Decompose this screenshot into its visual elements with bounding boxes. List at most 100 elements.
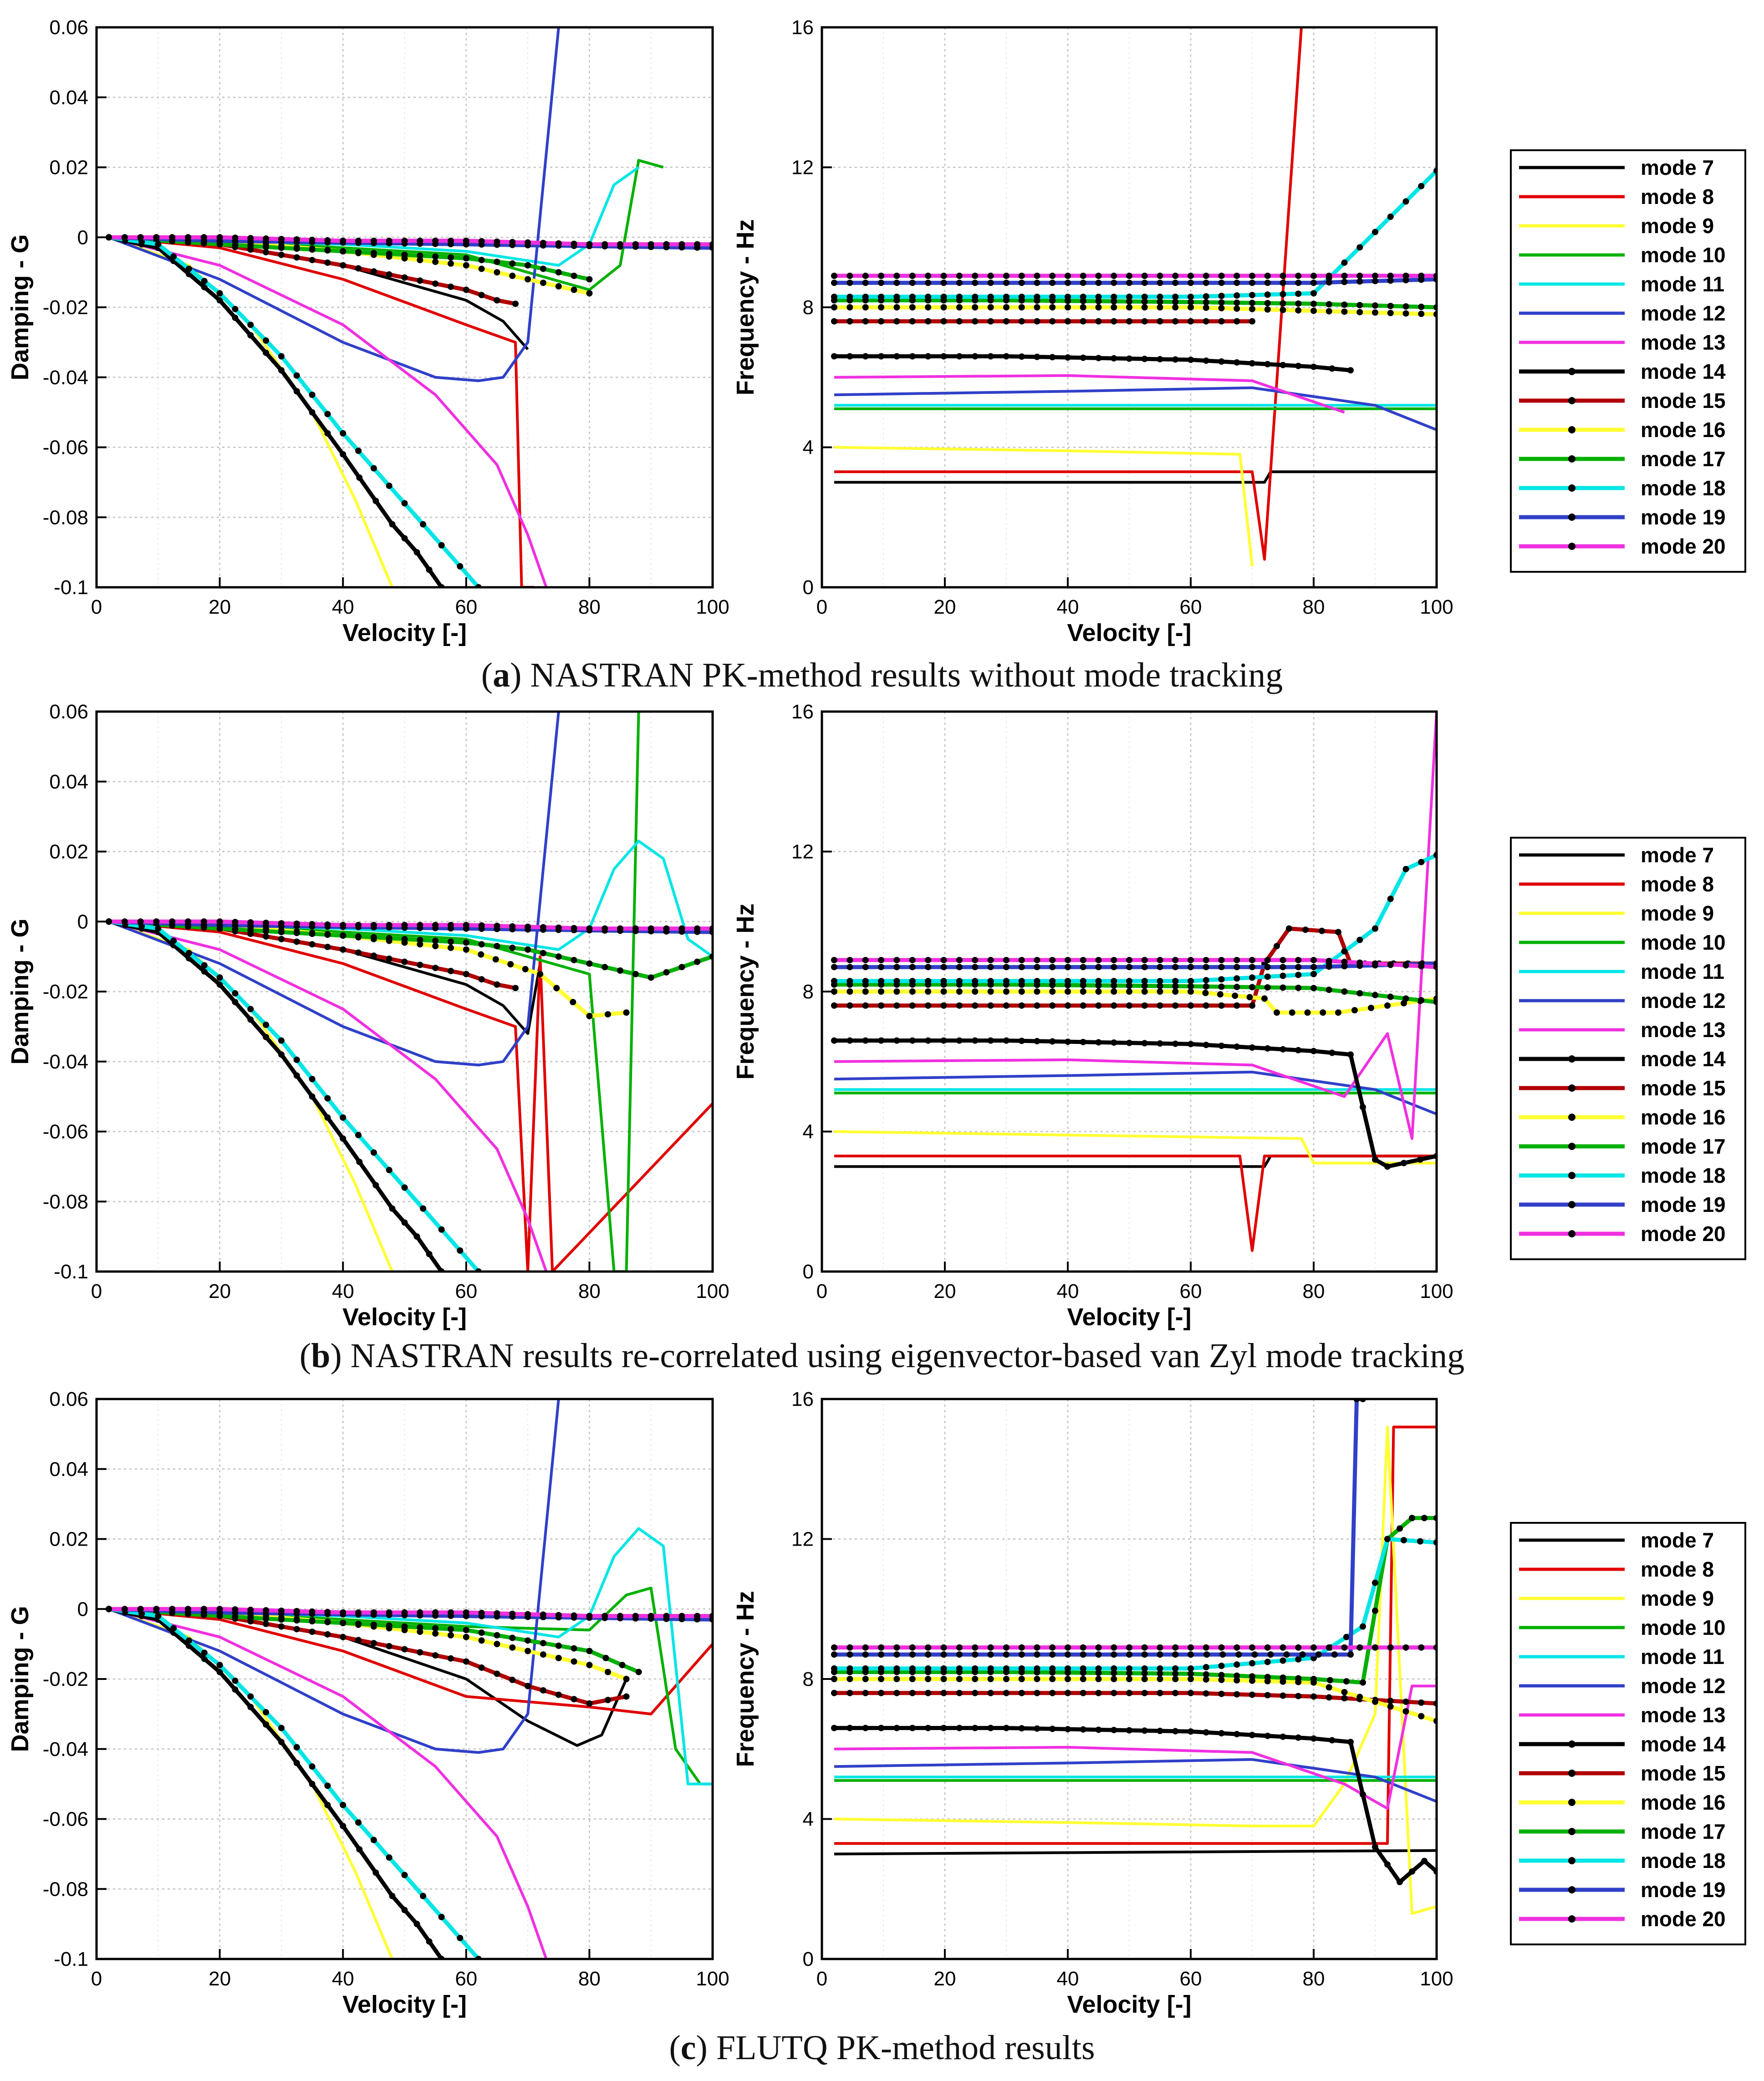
series-marker <box>1329 1737 1336 1744</box>
legend-label: mode 9 <box>1641 901 1714 925</box>
series-marker <box>1049 354 1056 361</box>
series-marker <box>1264 957 1271 963</box>
series-marker <box>1095 1644 1102 1651</box>
x-axis-label: Velocity [-] <box>342 1303 467 1331</box>
series-marker <box>586 276 593 283</box>
series-marker <box>1387 993 1394 1000</box>
series-marker <box>1249 1660 1255 1667</box>
series-marker <box>893 957 900 963</box>
series-marker <box>1003 272 1009 279</box>
series-marker <box>1341 948 1348 955</box>
legend-label: mode 11 <box>1641 1645 1724 1669</box>
series-marker <box>1387 1644 1394 1651</box>
series-marker <box>170 253 177 260</box>
series-line-mode-18 <box>108 235 480 587</box>
series-marker <box>263 1615 270 1622</box>
series-marker <box>1341 301 1348 308</box>
series-marker <box>1310 272 1317 279</box>
series-marker <box>1126 977 1132 984</box>
series-marker <box>355 1819 362 1826</box>
series-marker <box>893 1037 900 1044</box>
legend-box <box>1510 1522 1746 1945</box>
series-marker <box>216 234 223 241</box>
series-marker <box>987 304 994 310</box>
series-marker <box>417 921 423 928</box>
series-marker <box>1126 1665 1132 1672</box>
x-tick-label: 80 <box>1303 596 1325 618</box>
series-marker <box>878 1725 885 1731</box>
series-marker <box>1157 1689 1163 1696</box>
x-tick-label: 0 <box>91 596 102 618</box>
series-marker <box>447 237 454 244</box>
series-marker <box>893 353 900 360</box>
series-marker <box>1274 1009 1280 1016</box>
series-marker <box>447 260 454 267</box>
series-marker <box>1126 964 1132 971</box>
series-marker <box>1065 1002 1071 1009</box>
series-marker <box>1049 1725 1056 1732</box>
series-marker <box>972 353 979 360</box>
y-tick-label: 0 <box>77 911 88 933</box>
series-marker <box>909 318 916 325</box>
series-marker <box>1234 1691 1240 1698</box>
series-marker <box>463 1609 469 1616</box>
series-marker <box>509 923 516 930</box>
series-marker <box>1003 964 1009 971</box>
series-marker <box>1126 1651 1132 1658</box>
series-marker <box>278 1037 285 1044</box>
series-marker <box>1264 280 1271 286</box>
series-marker <box>909 1676 916 1682</box>
series-marker <box>1003 1644 1009 1651</box>
series-marker <box>106 918 112 925</box>
series-marker <box>478 238 485 244</box>
series-line-mode-13 <box>108 920 548 1272</box>
series-marker <box>1172 304 1179 310</box>
series-marker <box>1203 1042 1209 1048</box>
series-marker <box>216 1606 223 1613</box>
series-marker <box>1003 1676 1009 1682</box>
y-tick-label: 0.04 <box>49 86 88 109</box>
series-marker <box>509 1644 516 1651</box>
series-marker <box>1126 272 1132 279</box>
series-marker <box>1295 362 1302 369</box>
series-marker <box>1203 983 1209 990</box>
series-marker <box>370 1149 377 1156</box>
y-tick-label: 12 <box>791 841 814 863</box>
series-marker <box>1111 293 1117 300</box>
series-marker <box>401 1646 408 1653</box>
series-marker <box>1065 964 1071 971</box>
series-marker <box>356 1846 363 1853</box>
series-line-mode-9 <box>108 1608 394 1959</box>
series-marker <box>1418 997 1425 1004</box>
series-marker <box>987 1689 994 1696</box>
series-marker <box>1264 1732 1271 1739</box>
series-marker <box>862 957 869 963</box>
series-marker <box>1126 318 1132 325</box>
series-marker <box>293 930 300 936</box>
series-marker <box>278 244 285 251</box>
series-marker <box>972 1644 979 1651</box>
series-marker <box>987 1725 994 1731</box>
series-marker <box>1018 280 1025 286</box>
series-marker <box>878 318 885 325</box>
y-tick-label: 0 <box>77 226 88 249</box>
series-marker <box>293 938 300 945</box>
series-marker <box>1326 1694 1332 1701</box>
series-marker <box>1341 958 1348 965</box>
series-marker <box>1372 1579 1378 1586</box>
x-tick-label: 20 <box>209 1968 231 1990</box>
series-marker <box>447 254 454 261</box>
series-marker <box>1049 280 1056 286</box>
series-marker <box>1172 964 1179 971</box>
series-marker <box>602 1654 609 1661</box>
series-marker <box>1095 272 1102 279</box>
series-marker <box>263 920 270 926</box>
series-marker <box>846 957 853 963</box>
series-marker <box>420 1893 427 1899</box>
series-line-mode-14 <box>108 919 444 1272</box>
series-marker <box>619 1662 626 1669</box>
series-marker <box>417 941 423 948</box>
series-marker <box>878 1689 885 1696</box>
series-marker <box>1249 1691 1255 1698</box>
series-marker <box>1034 1676 1040 1682</box>
